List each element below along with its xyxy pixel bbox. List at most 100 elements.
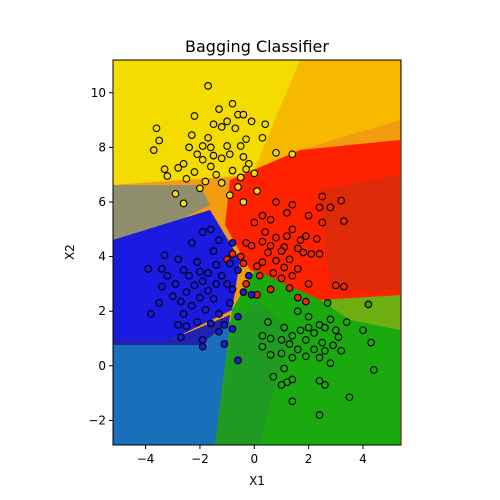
data-point [277, 336, 286, 344]
region-darkred [320, 175, 400, 290]
y-axis-ticks: −2 0 2 4 6 8 10 [88, 86, 113, 427]
data-point [247, 241, 256, 250]
data-point [185, 143, 193, 152]
data-point [293, 345, 302, 354]
data-point [280, 323, 289, 332]
data-point [258, 133, 267, 142]
data-point [304, 211, 313, 220]
data-point [190, 112, 199, 120]
data-point [288, 200, 297, 209]
data-point [239, 259, 248, 268]
data-point [250, 218, 259, 227]
data-point [206, 143, 215, 152]
y-tick-label: 8 [98, 140, 106, 154]
data-point [269, 269, 278, 277]
data-point [323, 299, 332, 307]
data-point [310, 329, 318, 337]
data-point [261, 120, 270, 129]
data-point [201, 305, 210, 314]
data-point [225, 191, 234, 200]
data-point [217, 179, 226, 187]
data-point [318, 338, 327, 347]
chart-title: Bagging Classifier [185, 37, 329, 56]
data-point [302, 336, 310, 344]
data-point [340, 282, 348, 291]
data-point [223, 117, 231, 126]
data-point [209, 120, 218, 129]
data-point [179, 199, 188, 208]
data-point [236, 142, 245, 150]
data-point [163, 271, 172, 280]
data-point [264, 248, 272, 257]
data-point [160, 165, 169, 174]
data-point [228, 99, 237, 108]
decision-regions [113, 60, 401, 445]
x-tick-label: 4 [359, 452, 367, 466]
x-tick-label: −2 [191, 452, 209, 466]
data-point [266, 241, 275, 250]
data-point [331, 326, 340, 335]
data-point [209, 295, 218, 303]
data-point [272, 233, 280, 242]
data-point [215, 310, 223, 318]
data-point [302, 232, 310, 240]
data-point [304, 280, 313, 288]
data-point [369, 366, 378, 374]
data-point [283, 209, 291, 217]
data-point [204, 286, 212, 295]
data-point [174, 321, 183, 329]
data-point [326, 315, 335, 324]
data-point [177, 297, 185, 306]
data-point [266, 285, 275, 294]
data-point [258, 237, 267, 246]
data-point [288, 397, 297, 406]
data-point [258, 342, 267, 351]
data-point [288, 225, 297, 234]
data-point [266, 334, 275, 343]
data-point [225, 259, 234, 268]
data-point [244, 271, 253, 280]
data-point [315, 376, 324, 385]
data-point [206, 225, 215, 234]
data-point [196, 293, 204, 302]
data-point [225, 150, 234, 159]
data-point [220, 321, 229, 329]
data-point [193, 318, 202, 326]
data-point [302, 352, 310, 361]
data-point [163, 172, 172, 180]
data-point [174, 164, 183, 172]
data-point [236, 252, 245, 261]
data-point [182, 174, 191, 183]
data-point [364, 300, 373, 309]
data-point [198, 228, 207, 236]
data-point [359, 326, 367, 335]
data-point [206, 162, 215, 171]
data-point [345, 393, 354, 402]
data-point [217, 123, 226, 131]
plot-frame [112, 59, 402, 446]
data-point [342, 318, 351, 326]
data-point [293, 244, 302, 253]
data-point [255, 271, 264, 280]
data-point [318, 192, 327, 201]
data-point [329, 341, 337, 350]
data-point [321, 323, 329, 332]
data-point [196, 184, 204, 193]
data-point [321, 381, 329, 389]
data-point [187, 239, 196, 247]
data-point [215, 327, 223, 336]
data-point [231, 124, 240, 133]
data-point [250, 169, 259, 178]
data-point [212, 170, 221, 179]
data-point [264, 318, 272, 326]
data-point [144, 265, 153, 273]
data-point [215, 236, 223, 245]
data-point [174, 255, 183, 264]
data-point [285, 255, 294, 264]
data-point [321, 346, 329, 355]
data-point [198, 342, 207, 351]
data-point [296, 236, 305, 245]
region-orange-yellow [252, 60, 400, 175]
data-point [198, 336, 207, 344]
data-point [318, 218, 327, 227]
